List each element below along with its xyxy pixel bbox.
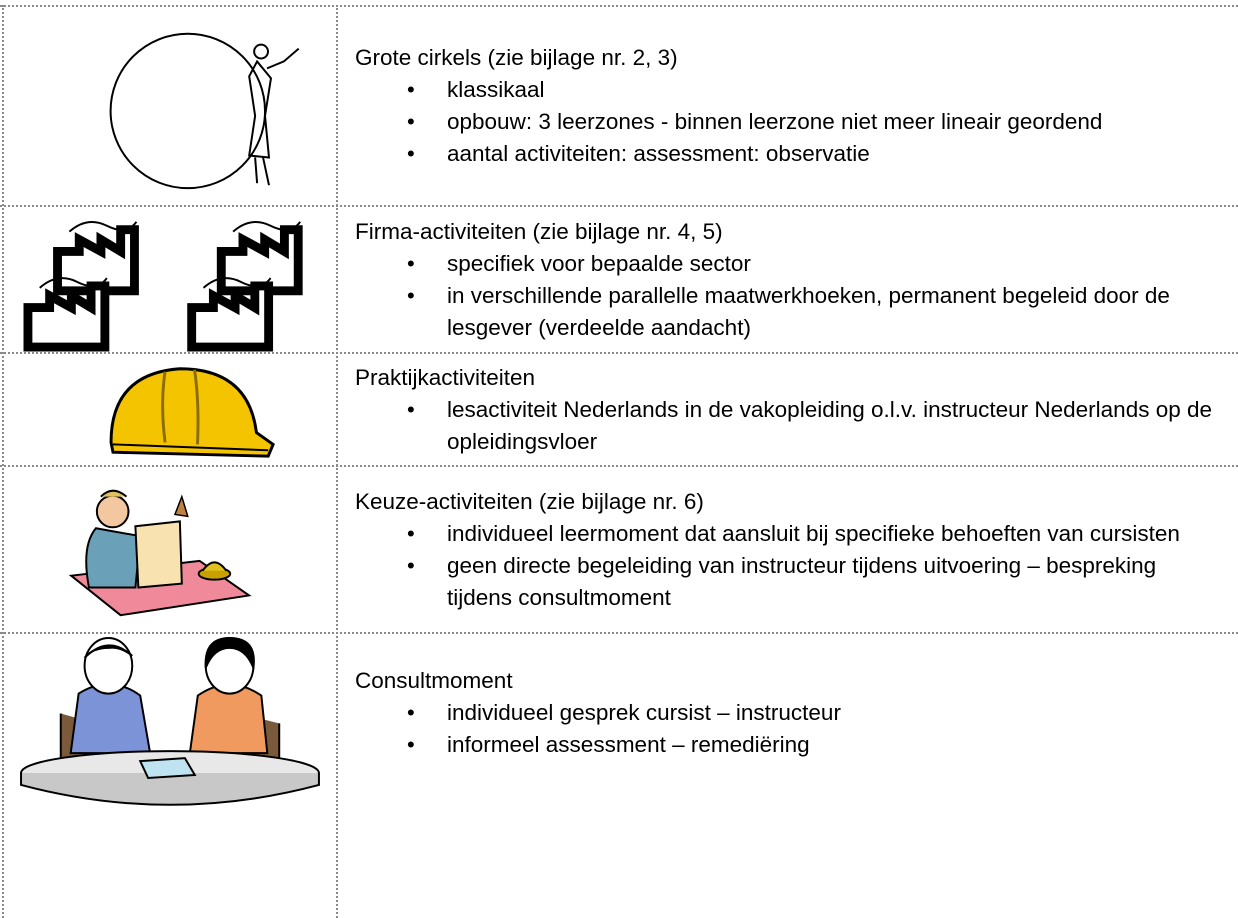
row-title: Keuze-activiteiten (zie bijlage nr. 6) (355, 488, 704, 514)
table-row: Grote cirkels (zie bijlage nr. 2, 3) kla… (0, 5, 1238, 205)
circle-teacher-icon (109, 32, 300, 190)
bullet-item: lesactiviteit Nederlands in de vakopleid… (407, 394, 1226, 458)
factory-icon (0, 207, 337, 352)
bullet-item: in verschillende parallelle maatwerkhoek… (407, 280, 1226, 344)
row-title: Consultmoment (355, 668, 513, 693)
row-title: Grote cirkels (zie bijlage nr. 2, 3) (355, 45, 678, 70)
table-row: Firma-activiteiten (zie bijlage nr. 4, 5… (0, 205, 1238, 352)
table-row: Praktijkactiviteiten lesactiviteit Neder… (0, 352, 1238, 465)
row-title: Firma-activiteiten (zie bijlage nr. 4, 5… (355, 218, 723, 244)
bullet-item: individueel gesprek cursist – instructeu… (407, 697, 1226, 729)
hard-hat-icon (109, 367, 275, 458)
bullet-item: klassikaal (407, 74, 1226, 106)
bullet-item: opbouw: 3 leerzones - binnen leerzone ni… (407, 106, 1226, 138)
column-divider (336, 5, 338, 918)
bullet-item: informeel assessment – remediëring (407, 729, 1226, 761)
table-row: Consultmoment individueel gesprek cursis… (0, 632, 1238, 918)
bullet-item: individueel leermoment dat aansluit bij … (407, 518, 1226, 550)
row-title: Praktijkactiviteiten (355, 364, 536, 390)
bullet-item: specifiek voor bepaalde sector (407, 248, 1226, 280)
reading-person-icon (68, 489, 252, 617)
consult-icon (20, 636, 320, 806)
bullet-item: aantal activiteiten: assessment: observa… (407, 138, 1226, 170)
table-border (2, 5, 4, 918)
table-row: Keuze-activiteiten (zie bijlage nr. 6) i… (0, 465, 1238, 632)
bullet-item: geen directe begeleiding van instructeur… (407, 550, 1226, 614)
